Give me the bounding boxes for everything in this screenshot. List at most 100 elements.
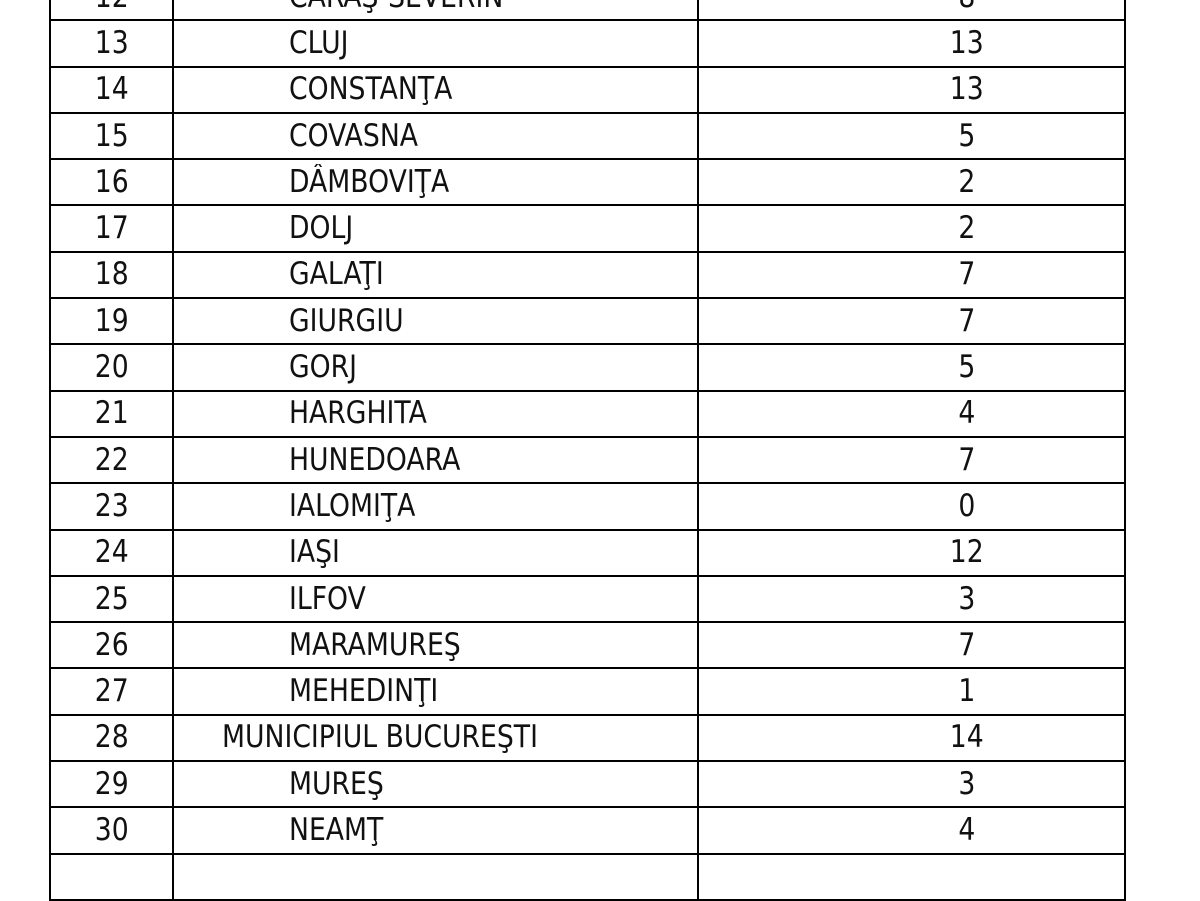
value-text: 5	[958, 117, 975, 154]
value-text: 4	[958, 811, 975, 848]
row-number-text: 20	[94, 349, 129, 386]
table-row: 17 DOLJ 2	[49, 204, 1126, 253]
table-row: 25 ILFOV 3	[49, 574, 1126, 624]
row-number-cell: 22	[49, 435, 174, 485]
table-row: 23 IALOMIŢA 0	[49, 482, 1126, 531]
county-name-text: MARAMUREŞ	[289, 626, 461, 663]
table-row: 26 MARAMUREŞ 7	[49, 621, 1126, 670]
row-number-cell: 14	[49, 65, 174, 114]
county-name-cell: IAŞI	[172, 528, 699, 577]
table-row: 28 MUNICIPIUL BUCUREŞTI 14	[49, 713, 1126, 763]
value-text: 0	[958, 487, 975, 524]
row-number-cell: 30	[49, 806, 174, 855]
row-number-cell: 20	[49, 343, 174, 392]
county-name-cell	[172, 852, 699, 901]
table-row: 27 MEHEDINŢI 1	[49, 667, 1126, 716]
county-name-cell: HARGHITA	[172, 389, 699, 438]
county-name-text: HARGHITA	[289, 395, 427, 432]
table-row: 24 IAŞI 12	[49, 528, 1126, 577]
county-name-cell: CARAŞ-SEVERIN	[172, 0, 699, 22]
value-text: 13	[949, 24, 984, 61]
table-row: 22 HUNEDOARA 7	[49, 435, 1126, 485]
value-text: 5	[958, 349, 975, 386]
county-name-cell: GORJ	[172, 343, 699, 392]
county-name-text: ILFOV	[289, 580, 366, 617]
county-name-cell: NEAMŢ	[172, 806, 699, 855]
value-text: 7	[958, 256, 975, 293]
value-cell: 5	[697, 111, 1126, 161]
value-cell: 7	[697, 621, 1126, 670]
value-cell: 14	[697, 713, 1126, 763]
value-cell: 13	[697, 65, 1126, 114]
row-number-cell: 28	[49, 713, 174, 763]
row-number-text: 23	[94, 487, 129, 524]
row-number-text: 21	[94, 395, 129, 432]
table-row: 29 MUREŞ 3	[49, 760, 1126, 809]
table-row: 30 NEAMŢ 4	[49, 806, 1126, 855]
row-number-text: 19	[94, 302, 129, 339]
county-name-text: GIURGIU	[289, 302, 404, 339]
table-row: 12 CARAŞ-SEVERIN 8	[49, 0, 1126, 22]
county-name-text: MUREŞ	[289, 765, 384, 802]
row-number-text: 28	[94, 719, 129, 756]
row-number-cell: 17	[49, 204, 174, 253]
row-number-text: 14	[94, 71, 129, 108]
table-row: 20 GORJ 5	[49, 343, 1126, 392]
value-text: 7	[958, 626, 975, 663]
county-name-cell: MUREŞ	[172, 760, 699, 809]
county-name-text: MUNICIPIUL BUCUREŞTI	[222, 719, 538, 756]
value-text: 2	[958, 163, 975, 200]
value-cell: 4	[697, 389, 1126, 438]
value-text: 7	[958, 441, 975, 478]
row-number-cell: 23	[49, 482, 174, 531]
value-cell: 7	[697, 250, 1126, 300]
county-name-cell: GALAŢI	[172, 250, 699, 300]
row-number-text: 29	[94, 765, 129, 802]
value-text: 7	[958, 302, 975, 339]
value-cell: 7	[697, 297, 1126, 346]
county-name-cell: ILFOV	[172, 574, 699, 624]
table-row: 18 GALAŢI 7	[49, 250, 1126, 300]
county-name-cell: CONSTANŢA	[172, 65, 699, 114]
value-text: 1	[958, 673, 975, 710]
county-name-text: IALOMIŢA	[289, 487, 416, 524]
row-number-cell: 13	[49, 19, 174, 68]
county-name-text: DOLJ	[289, 210, 354, 247]
county-name-text: IAŞI	[289, 534, 340, 571]
row-number-text: 15	[94, 117, 129, 154]
table-row: 21 HARGHITA 4	[49, 389, 1126, 438]
value-cell: 3	[697, 574, 1126, 624]
value-text: 12	[949, 534, 984, 571]
value-cell: 13	[697, 19, 1126, 68]
county-name-text: NEAMŢ	[289, 811, 384, 848]
row-number-cell: 15	[49, 111, 174, 161]
row-number-cell: 16	[49, 158, 174, 207]
county-name-cell: MARAMUREŞ	[172, 621, 699, 670]
county-name-text: COVASNA	[289, 117, 419, 154]
value-cell: 0	[697, 482, 1126, 531]
table-row: 19 GIURGIU 7	[49, 297, 1126, 346]
table-row	[49, 852, 1126, 901]
row-number-cell: 21	[49, 389, 174, 438]
row-number-cell: 29	[49, 760, 174, 809]
row-number-text: 27	[94, 673, 129, 710]
row-number-text: 18	[94, 256, 129, 293]
value-cell: 1	[697, 667, 1126, 716]
table-row: 16 DÂMBOVIŢA 2	[49, 158, 1126, 207]
row-number-cell	[49, 852, 174, 901]
county-name-cell: COVASNA	[172, 111, 699, 161]
county-name-text: DÂMBOVIŢA	[289, 163, 450, 200]
value-cell: 3	[697, 760, 1126, 809]
row-number-text: 26	[94, 626, 129, 663]
table-row: 14 CONSTANŢA 13	[49, 65, 1126, 114]
row-number-text: 17	[94, 210, 129, 247]
row-number-text: 25	[94, 580, 129, 617]
value-cell	[697, 852, 1126, 901]
county-name-text: GALAŢI	[289, 256, 384, 293]
row-number-cell: 19	[49, 297, 174, 346]
table-row: 15 COVASNA 5	[49, 111, 1126, 161]
county-name-text: CONSTANŢA	[289, 71, 453, 108]
value-text: 8	[958, 0, 975, 13]
row-number-cell: 27	[49, 667, 174, 716]
value-text: 2	[958, 210, 975, 247]
